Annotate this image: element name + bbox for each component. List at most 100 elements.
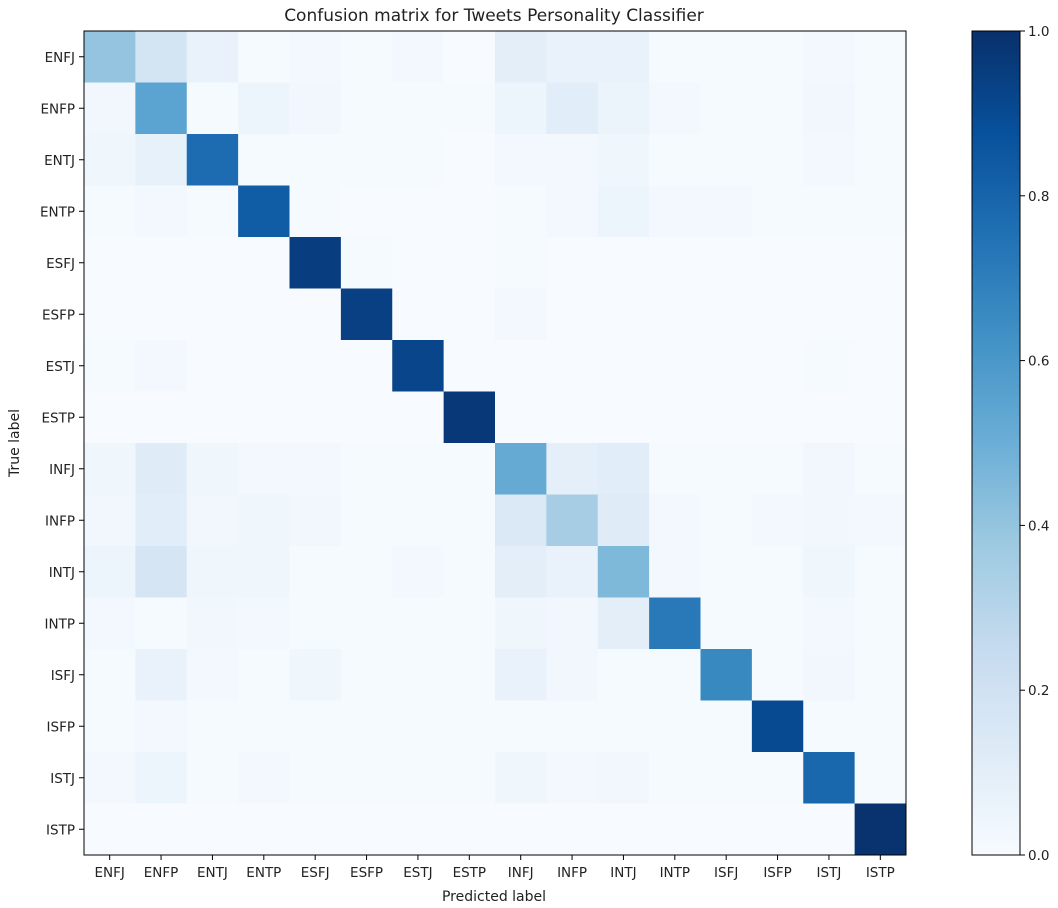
x-tick-label: ISFP [763, 865, 791, 881]
heatmap-cell [854, 649, 907, 701]
heatmap-cell [495, 494, 547, 547]
x-tick-label: ENFJ [95, 865, 125, 881]
heatmap-cell [700, 340, 753, 392]
heatmap-cell [84, 597, 136, 650]
heatmap-cell [443, 597, 496, 650]
heatmap-cell [186, 391, 239, 444]
heatmap-cell [597, 752, 650, 804]
heatmap-cell [803, 597, 856, 650]
heatmap-cell [135, 82, 188, 135]
heatmap-cell [443, 443, 496, 495]
heatmap-cell [700, 288, 753, 341]
heatmap-cell [495, 597, 547, 650]
colorbar-tick-label: 0.8 [1028, 189, 1049, 205]
heatmap-cell [495, 649, 547, 701]
heatmap-cell [495, 82, 547, 135]
x-tick-label: ESFP [350, 865, 383, 881]
heatmap-cell [751, 443, 804, 495]
heatmap-cell [340, 752, 393, 804]
heatmap-cell [289, 752, 342, 804]
heatmap-cell [751, 82, 804, 135]
colorbar-tick-label: 0.0 [1028, 848, 1049, 864]
heatmap-cell [495, 803, 547, 856]
heatmap-cell [803, 803, 856, 856]
heatmap-cell [238, 649, 290, 701]
heatmap-cell [84, 443, 136, 495]
heatmap-cell [289, 237, 342, 289]
heatmap-cell [597, 134, 650, 186]
heatmap-cell [546, 700, 599, 753]
heatmap-cell [392, 546, 445, 598]
heatmap-cell [443, 185, 496, 238]
heatmap-cell [495, 443, 547, 495]
heatmap-cell [649, 803, 701, 856]
heatmap-cell [392, 340, 445, 392]
heatmap-cell [186, 340, 239, 392]
heatmap-cell [289, 340, 342, 392]
heatmap-cell [443, 546, 496, 598]
heatmap-cell [289, 185, 342, 238]
heatmap-cell [803, 546, 856, 598]
heatmap-cell [443, 494, 496, 547]
y-tick-label: ISFJ [51, 668, 75, 684]
heatmap-cell [238, 443, 290, 495]
heatmap-cell [84, 546, 136, 598]
y-tick-label: ESFJ [46, 256, 75, 272]
heatmap-cell [495, 546, 547, 598]
heatmap-cell [238, 803, 290, 856]
x-tick-label: ESTP [453, 865, 487, 881]
heatmap-cell [495, 185, 547, 238]
heatmap-cell [84, 31, 136, 83]
heatmap-cell [340, 82, 393, 135]
heatmap-cell [700, 752, 753, 804]
colorbar-tick-label: 0.4 [1028, 518, 1049, 534]
heatmap-cell [597, 546, 650, 598]
heatmap-cell [495, 391, 547, 444]
heatmap-cell [135, 494, 188, 547]
y-axis-label: True label [7, 409, 23, 478]
heatmap-cell [392, 494, 445, 547]
heatmap-cell [84, 649, 136, 701]
heatmap-cell [700, 31, 753, 83]
heatmap-cell [238, 597, 290, 650]
heatmap-cell [751, 185, 804, 238]
heatmap-cell [135, 546, 188, 598]
heatmap-cell [289, 134, 342, 186]
heatmap-cell [289, 82, 342, 135]
heatmap-cell [597, 185, 650, 238]
heatmap-cell [546, 185, 599, 238]
x-tick-label: ENTJ [197, 865, 228, 881]
heatmap-cell [546, 82, 599, 135]
heatmap-cell [186, 134, 239, 186]
x-tick-label: ISTJ [817, 865, 842, 881]
heatmap-cell [186, 803, 239, 856]
heatmap-cells [84, 31, 907, 856]
heatmap-cell [135, 237, 188, 289]
heatmap-cell [649, 443, 701, 495]
heatmap-cell [649, 134, 701, 186]
heatmap-cell [854, 82, 907, 135]
heatmap-cell [84, 752, 136, 804]
heatmap-cell [546, 546, 599, 598]
heatmap-cell [700, 443, 753, 495]
heatmap-cell [546, 237, 599, 289]
heatmap-cell [238, 237, 290, 289]
heatmap-cell [597, 649, 650, 701]
y-tick-label: ESTP [42, 410, 76, 426]
heatmap-cell [751, 340, 804, 392]
x-axis-label: Predicted label [442, 889, 546, 905]
heatmap-cell [392, 752, 445, 804]
heatmap-cell [392, 700, 445, 753]
heatmap-cell [238, 185, 290, 238]
heatmap-cell [289, 288, 342, 341]
heatmap-cell [649, 494, 701, 547]
heatmap-cell [751, 700, 804, 753]
heatmap-cell [135, 185, 188, 238]
heatmap-cell [751, 237, 804, 289]
heatmap-cell [238, 391, 290, 444]
y-tick-label: ENTJ [44, 153, 75, 169]
heatmap-cell [443, 31, 496, 83]
heatmap-cell [546, 597, 599, 650]
heatmap-cell [135, 340, 188, 392]
colorbar-ticks: 0.0 0.2 0.4 0.6 0.8 1.0 [1020, 24, 1049, 864]
